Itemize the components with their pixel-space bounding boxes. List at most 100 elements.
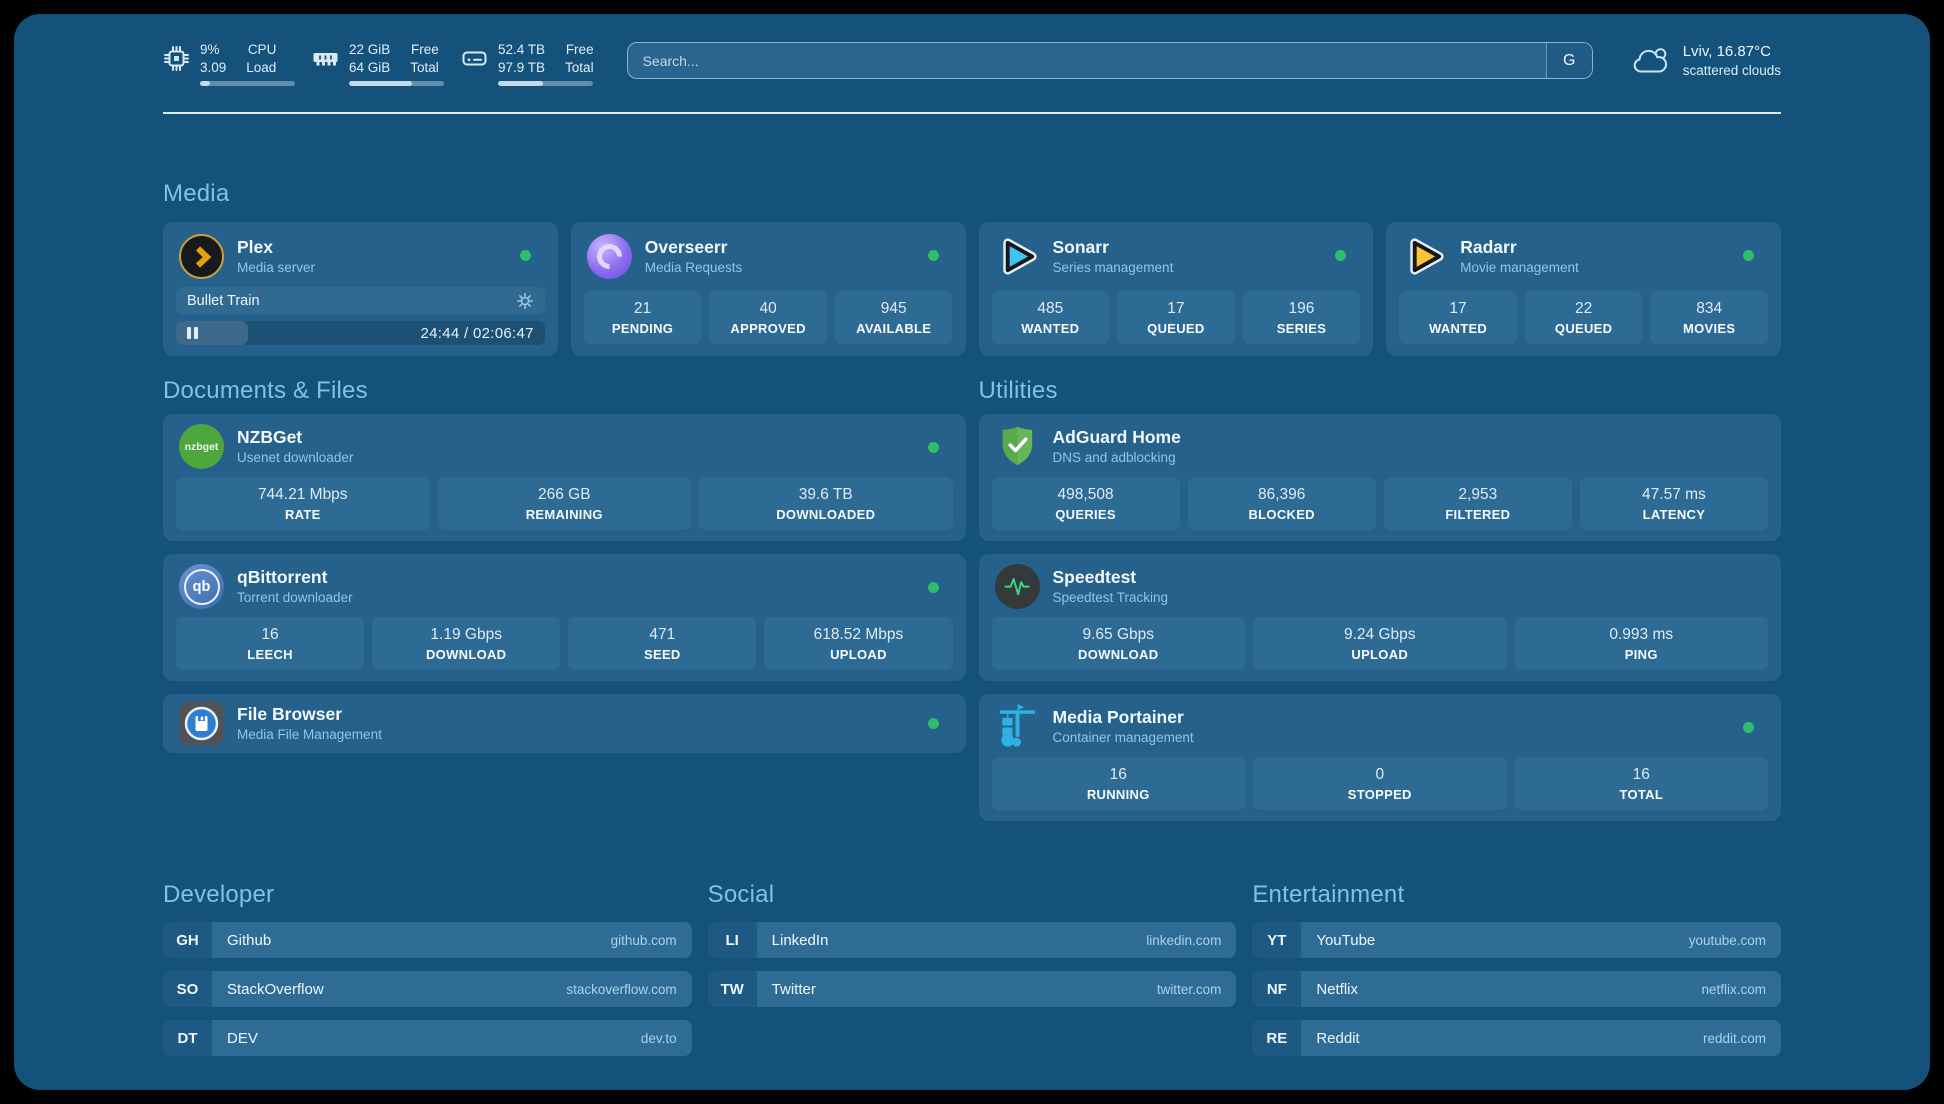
stat-tile: 21 PENDING <box>583 291 702 345</box>
app-card-speedtest[interactable]: Speedtest Speedtest Tracking 9.65 Gbps DO… <box>978 554 1781 682</box>
link-row-stackoverflow[interactable]: SO StackOverflow stackoverflow.com <box>163 971 692 1008</box>
stat-tile: 86,396 BLOCKED <box>1187 477 1376 531</box>
disk-total-label: Total <box>565 59 594 75</box>
app-title: File Browser <box>237 704 343 725</box>
stat-tile: 618.52 Mbps UPLOAD <box>764 617 953 671</box>
link-row-linkedin[interactable]: LI LinkedIn linkedin.com <box>707 922 1237 959</box>
app-card-radarr[interactable]: Radarr Movie management 17 WANTED 22 QUEUE… <box>1386 222 1781 357</box>
app-desc: Media server <box>237 260 316 276</box>
disk-stat: 52.4 TB 97.9 TB Free Total <box>461 41 594 87</box>
link-name: Github <box>227 931 272 949</box>
link-name: Reddit <box>1316 1029 1360 1047</box>
speedtest-logo-icon <box>994 564 1040 610</box>
link-row-twitter[interactable]: TW Twitter twitter.com <box>707 971 1237 1008</box>
stat-tile: 17 WANTED <box>1399 291 1517 345</box>
section-title-entertainment: Entertainment <box>1252 881 1405 909</box>
cpu-usage-value: 9% <box>200 42 220 57</box>
app-title: Media Portainer <box>1052 707 1184 728</box>
stat-tile: 47.57 ms LATENCY <box>1579 477 1768 531</box>
memory-progress-fill <box>349 81 412 87</box>
stat-tile: 16 RUNNING <box>991 757 1245 811</box>
links-column-social: Social LI LinkedIn linkedin.com TW Twitt… <box>707 881 1237 1056</box>
section-title-developer: Developer <box>163 881 275 909</box>
status-dot <box>1335 250 1347 262</box>
stat-tile: 196 SERIES <box>1242 291 1361 345</box>
app-title: Sonarr <box>1052 237 1109 258</box>
stat-tile: 17 QUEUED <box>1117 291 1235 345</box>
app-card-overseerr[interactable]: Overseerr Media Requests 21 PENDING 40 APP… <box>570 222 966 357</box>
portainer-logo-icon <box>995 704 1040 749</box>
stat-tile: 2,953 FILTERED <box>1383 477 1572 531</box>
app-title: NZBGet <box>237 427 303 448</box>
system-stats: 9% 3.09 CPU Load <box>163 41 594 87</box>
memory-free-label: Free <box>411 42 439 57</box>
app-desc: DNS and adblocking <box>1052 450 1176 466</box>
links-column-developer: Developer GH Github github.com SO StackO… <box>163 881 692 1057</box>
app-card-nzbget[interactable]: nzbget NZBGet Usenet downloader 744.21 M… <box>163 414 966 542</box>
app-desc: Movie management <box>1460 260 1579 276</box>
link-row-dev[interactable]: DT DEV dev.to <box>163 1020 692 1057</box>
plex-logo-icon <box>179 234 224 280</box>
stat-tile: 9.65 Gbps DOWNLOAD <box>991 617 1245 671</box>
memory-free-value: 22 GiB <box>349 42 391 57</box>
stat-tile: 266 GB REMAINING <box>437 477 691 531</box>
status-dot <box>927 582 939 594</box>
link-abbr: SO <box>163 971 212 1008</box>
section-title-utilities: Utilities <box>978 377 1058 405</box>
stat-tile: 0.993 ms PING <box>1514 617 1768 671</box>
link-abbr: LI <box>707 922 757 959</box>
now-playing-bar: Bullet Train <box>176 287 545 315</box>
link-name: Netflix <box>1316 980 1359 998</box>
cpu-progress-fill <box>200 81 210 87</box>
memory-icon <box>313 53 338 66</box>
filebrowser-logo-icon <box>179 701 224 746</box>
link-row-reddit[interactable]: RE Reddit reddit.com <box>1252 1020 1781 1057</box>
link-row-netflix[interactable]: NF Netflix netflix.com <box>1252 971 1781 1008</box>
app-card-plex[interactable]: Plex Media server Bullet Train 24:44 / 0… <box>163 222 558 357</box>
link-abbr: YT <box>1252 922 1302 959</box>
disk-free-label: Free <box>565 42 594 57</box>
app-card-portainer[interactable]: Media Portainer Container management 16 R… <box>978 694 1781 822</box>
stat-tile: 945 AVAILABLE <box>834 291 953 345</box>
media-grid: Plex Media server Bullet Train 24:44 / 0… <box>163 222 1781 357</box>
link-abbr: NF <box>1252 971 1302 1008</box>
link-row-youtube[interactable]: YT YouTube youtube.com <box>1252 922 1781 959</box>
weather-condition: scattered clouds <box>1682 63 1781 79</box>
link-abbr: DT <box>163 1020 212 1057</box>
link-name: LinkedIn <box>771 931 829 949</box>
sonarr-logo-icon <box>995 234 1040 279</box>
playback-time: 24:44 / 02:06:47 <box>420 324 534 342</box>
link-row-github[interactable]: GH Github github.com <box>163 922 692 959</box>
link-url: github.com <box>610 932 677 948</box>
stat-tile: 16 TOTAL <box>1514 757 1768 811</box>
search-engine-button[interactable]: G <box>1545 43 1592 78</box>
app-card-qbittorrent[interactable]: qb qBittorrent Torrent downloader 16 LEEC… <box>163 554 966 682</box>
app-card-sonarr[interactable]: Sonarr Series management 485 WANTED 17 QUE… <box>978 222 1374 357</box>
memory-total-value: 64 GiB <box>349 59 391 75</box>
stat-tile: 0 STOPPED <box>1253 757 1507 811</box>
link-name: DEV <box>227 1029 258 1047</box>
disk-progress-fill <box>498 81 543 87</box>
dashboard-page: 9% 3.09 CPU Load <box>14 14 1930 1090</box>
link-abbr: RE <box>1252 1020 1302 1057</box>
link-url: youtube.com <box>1688 932 1766 948</box>
app-title: qBittorrent <box>237 567 328 588</box>
pause-icon[interactable] <box>187 327 198 340</box>
app-desc: Usenet downloader <box>237 450 354 466</box>
adguard-logo-icon <box>995 424 1040 469</box>
link-url: stackoverflow.com <box>566 981 677 997</box>
search-input[interactable] <box>627 43 1546 78</box>
app-desc: Media Requests <box>644 260 743 276</box>
stat-tile: 40 APPROVED <box>709 291 827 345</box>
app-card-adguard[interactable]: AdGuard Home DNS and adblocking 498,508 Q… <box>978 414 1781 542</box>
gear-icon[interactable] <box>516 292 534 310</box>
cloud-icon <box>1633 48 1667 73</box>
playback-progress[interactable]: 24:44 / 02:06:47 <box>176 321 545 346</box>
app-desc: Container management <box>1052 730 1194 746</box>
overseerr-logo-icon <box>586 234 632 280</box>
link-url: netflix.com <box>1701 981 1766 997</box>
header: 9% 3.09 CPU Load <box>163 41 1781 87</box>
nzbget-logo-icon: nzbget <box>179 424 224 470</box>
app-card-filebrowser[interactable]: File Browser Media File Management <box>163 694 966 754</box>
